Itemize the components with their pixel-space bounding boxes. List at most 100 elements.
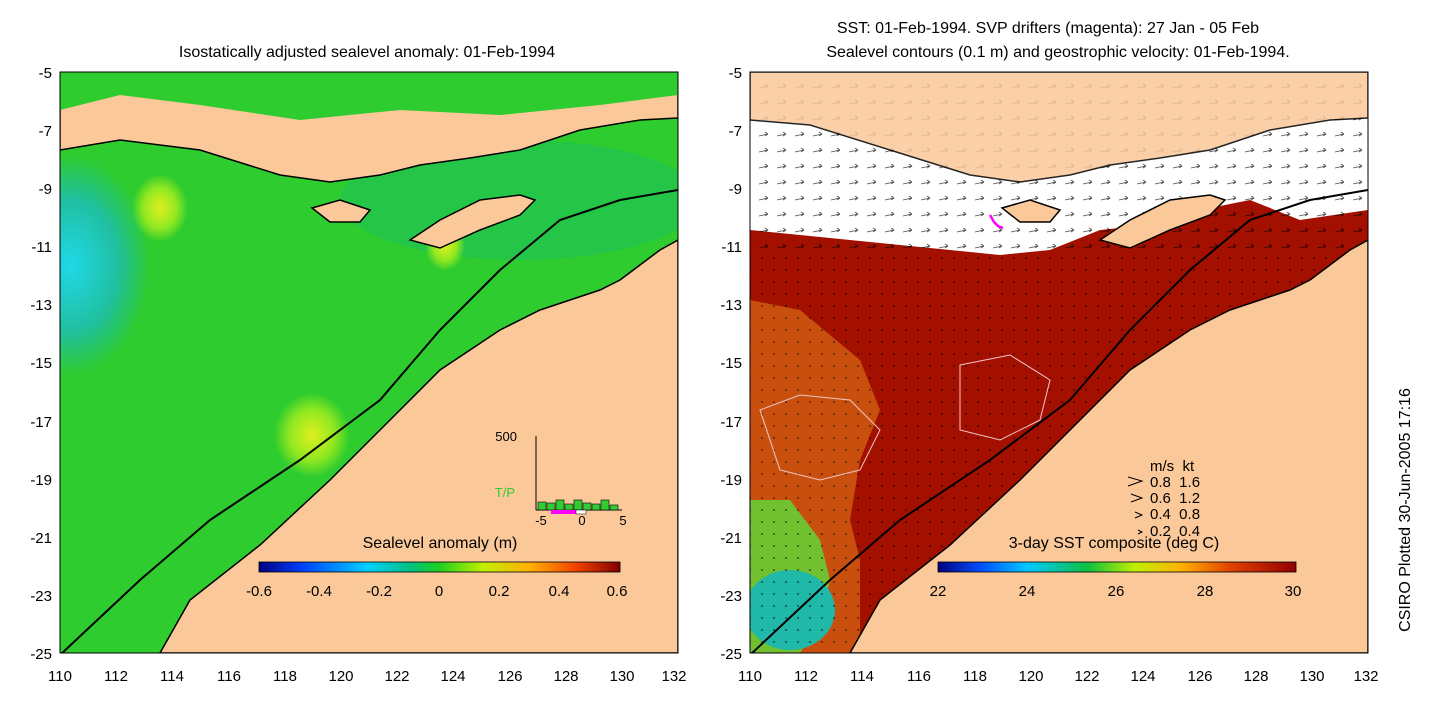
sst-colorbar-tick: 22 (930, 583, 947, 600)
sla-colorbar-tick: 0.6 (607, 583, 628, 600)
sst-colorbar-tick: 30 (1285, 583, 1302, 600)
right-y-tick: -13 (720, 297, 742, 314)
inset-bar (546, 502, 556, 511)
sla-colorbar-tick: -0.6 (246, 583, 272, 600)
left-y-tick: -25 (30, 646, 52, 663)
left-x-tick: 120 (328, 668, 353, 685)
left-title: Isostatically adjusted sealevel anomaly:… (179, 44, 555, 61)
anomaly-high-113 (132, 174, 188, 242)
right-y-tick: -15 (720, 355, 742, 372)
sealevel-contour (959, 354, 1051, 441)
inset-y-label: 500 (495, 429, 517, 444)
left-timor-land (408, 194, 537, 249)
left-y-tick: -7 (39, 123, 52, 140)
right-y-tick: -5 (729, 65, 742, 82)
inset-bar (537, 501, 547, 511)
velocity-arrow-icon (1134, 511, 1144, 519)
left-y-tick: -9 (39, 181, 52, 198)
credit-label: CSIRO Plotted 30-Jun-2005 17:16 (1397, 388, 1414, 632)
left-y-tick: -5 (39, 65, 52, 82)
right-x-tick: 126 (1187, 668, 1212, 685)
sealevel-contour (759, 394, 881, 481)
anomaly-low-west (60, 155, 150, 375)
sst-colorbar-tick: 24 (1019, 583, 1036, 600)
left-y-tick: -17 (30, 414, 52, 431)
right-x-tick: 128 (1243, 668, 1268, 685)
sla-colorbar-title: Sealevel anomaly (m) (363, 535, 518, 552)
sla-colorbar-tick: -0.4 (306, 583, 332, 600)
right-timor-land (1098, 194, 1227, 249)
left-x-tick: 128 (553, 668, 578, 685)
right-x-tick: 130 (1299, 668, 1324, 685)
right-map (750, 72, 1368, 653)
left-x-tick: 112 (104, 668, 128, 685)
velocity-legend-row: 0.6 1.2 (1150, 490, 1200, 507)
sla-colorbar-tick: 0 (435, 583, 443, 600)
sst-colorbar-tick: 26 (1108, 583, 1125, 600)
right-y-tick: -21 (720, 530, 742, 547)
velocity-legend-header: m/s kt (1150, 458, 1195, 475)
right-y-tick: -9 (729, 181, 742, 198)
inset-x-tick: -5 (535, 513, 547, 528)
left-y-ticks: -5 -7 -9 -11 -13 -15 -17 -19 -21 -23 -25 (30, 65, 52, 663)
left-x-tick: 122 (384, 668, 409, 685)
right-y-tick: -17 (720, 414, 742, 431)
right-y-tick: -7 (729, 123, 742, 140)
left-nusa-tenggara-gap (60, 72, 678, 120)
left-x-tick: 118 (273, 668, 297, 685)
left-x-tick: 110 (48, 668, 72, 685)
left-map (60, 72, 678, 653)
inset-series-label: T/P (495, 485, 515, 500)
velocity-arrow-icon (1127, 476, 1144, 487)
sst-colorbar-title: 3-day SST composite (deg C) (1009, 535, 1219, 552)
sla-colorbar-tick: 0.4 (549, 583, 570, 600)
right-title-line1: SST: 01-Feb-1994. SVP drifters (magenta)… (837, 20, 1259, 37)
svp-drifter-track (988, 214, 1004, 230)
left-x-tick: 126 (497, 668, 522, 685)
velocity-legend: m/s kt 0.8 1.6 0.6 1.2 0.4 0.8 0.2 0.4 (1127, 458, 1200, 540)
left-y-tick: -11 (31, 239, 52, 256)
left-x-tick: 114 (160, 668, 184, 685)
right-x-tick: 114 (850, 668, 874, 685)
inset-x-tick: 5 (619, 513, 626, 528)
left-shelf-contour (60, 189, 678, 653)
inset-bar (609, 504, 619, 511)
left-x-tick: 124 (440, 668, 465, 685)
left-australia-land (159, 239, 678, 653)
tp-inset: 500 T/P -5 0 5 (495, 429, 627, 528)
right-x-tick: 116 (907, 668, 931, 685)
right-x-tick: 110 (738, 668, 762, 685)
left-x-tick: 132 (661, 668, 686, 685)
inset-now (575, 509, 587, 515)
right-y-tick: -23 (720, 588, 742, 605)
left-x-tick: 130 (609, 668, 634, 685)
left-y-tick: -19 (30, 472, 52, 489)
right-x-tick: 118 (963, 668, 987, 685)
sst-colorbar: 3-day SST composite (deg C) 22 24 26 28 … (930, 535, 1302, 600)
left-frame (59, 71, 679, 654)
sla-colorbar-tick: -0.2 (366, 583, 392, 600)
right-java-land (750, 72, 1368, 183)
inset-bar (582, 502, 592, 511)
right-x-tick: 132 (1353, 668, 1378, 685)
velocity-legend-row: 0.2 0.4 (1150, 523, 1200, 540)
inset-bar (600, 499, 610, 511)
anomaly-high-119 (274, 393, 350, 477)
left-y-tick: -15 (30, 355, 52, 372)
inset-bar (591, 503, 601, 511)
right-frame (749, 71, 1369, 654)
right-y-tick: -19 (720, 472, 742, 489)
right-y-tick: -25 (720, 646, 742, 663)
inset-x-tick: 0 (578, 513, 585, 528)
inset-bar (573, 499, 583, 511)
inset-window (551, 510, 576, 514)
left-y-tick: -13 (30, 297, 52, 314)
velocity-legend-row: 0.4 0.8 (1150, 506, 1200, 523)
right-x-tick: 122 (1074, 668, 1099, 685)
right-australia-land (849, 239, 1368, 653)
left-sumba-land (310, 199, 372, 223)
right-y-tick: -11 (721, 239, 742, 256)
right-x-tick: 112 (794, 668, 818, 685)
velocity-legend-row: 0.8 1.6 (1150, 474, 1200, 491)
